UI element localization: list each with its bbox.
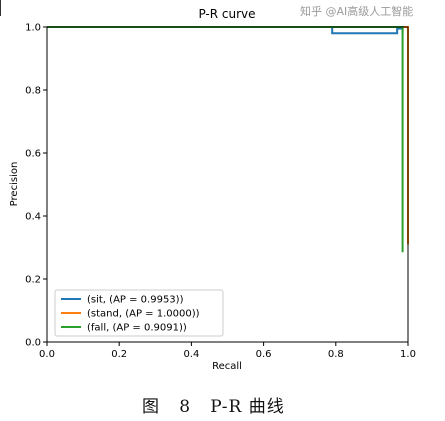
y-tick-label: 1.0 [25, 23, 41, 34]
corner-mark [0, 0, 1, 16]
y-tick-label: 0.4 [25, 212, 41, 223]
y-tick-label: 0.8 [25, 86, 41, 97]
series-layer [47, 26, 409, 253]
plot-frame [46, 26, 409, 343]
pr-chart: P-R curve 0.0 0.2 0.4 0.6 0.8 1.0 0.00.20.40.… [9, 7, 416, 372]
legend-entry-2: (fall, (AP = 0.9091)) [87, 323, 187, 334]
y-axis: 0.0 0.2 0.4 0.6 0.8 1.0 [25, 23, 47, 349]
x-tick-label: 0.8 [328, 349, 344, 360]
legend: (sit, (AP = 0.9953)) (stand, (AP = 1.0000… [54, 289, 224, 337]
series-line-2 [47, 26, 404, 253]
x-tick-label: 0.0 [39, 349, 55, 360]
y-tick-label: 0.6 [25, 149, 41, 160]
y-tick-label: 0.2 [25, 275, 41, 286]
x-tick-label: 0.2 [111, 349, 127, 360]
y-axis-label: Precision [9, 162, 20, 207]
legend-entry-1: (stand, (AP = 1.0000)) [87, 309, 200, 320]
x-tick-label: 1.0 [400, 349, 416, 360]
series-line-1 [47, 26, 409, 245]
x-tick-label: 0.6 [256, 349, 272, 360]
watermark: 知乎 @AI高级人工智能 [300, 3, 413, 19]
y-tick-label: 0.0 [25, 338, 41, 349]
x-tick-label: 0.4 [183, 349, 199, 360]
x-axis-label: Recall [212, 361, 242, 372]
legend-entry-0: (sit, (AP = 0.9953)) [87, 295, 184, 306]
x-axis: 0.0 0.2 0.4 0.6 0.8 1.0 [39, 342, 416, 360]
caption-text: 图 8 P-R 曲线 [142, 397, 285, 417]
watermark-text: 知乎 @AI高级人工智能 [300, 5, 414, 18]
chart-title: P-R curve [198, 7, 255, 21]
figure-caption: 图 8 P-R 曲线 [0, 392, 445, 418]
legend-box [54, 289, 224, 337]
